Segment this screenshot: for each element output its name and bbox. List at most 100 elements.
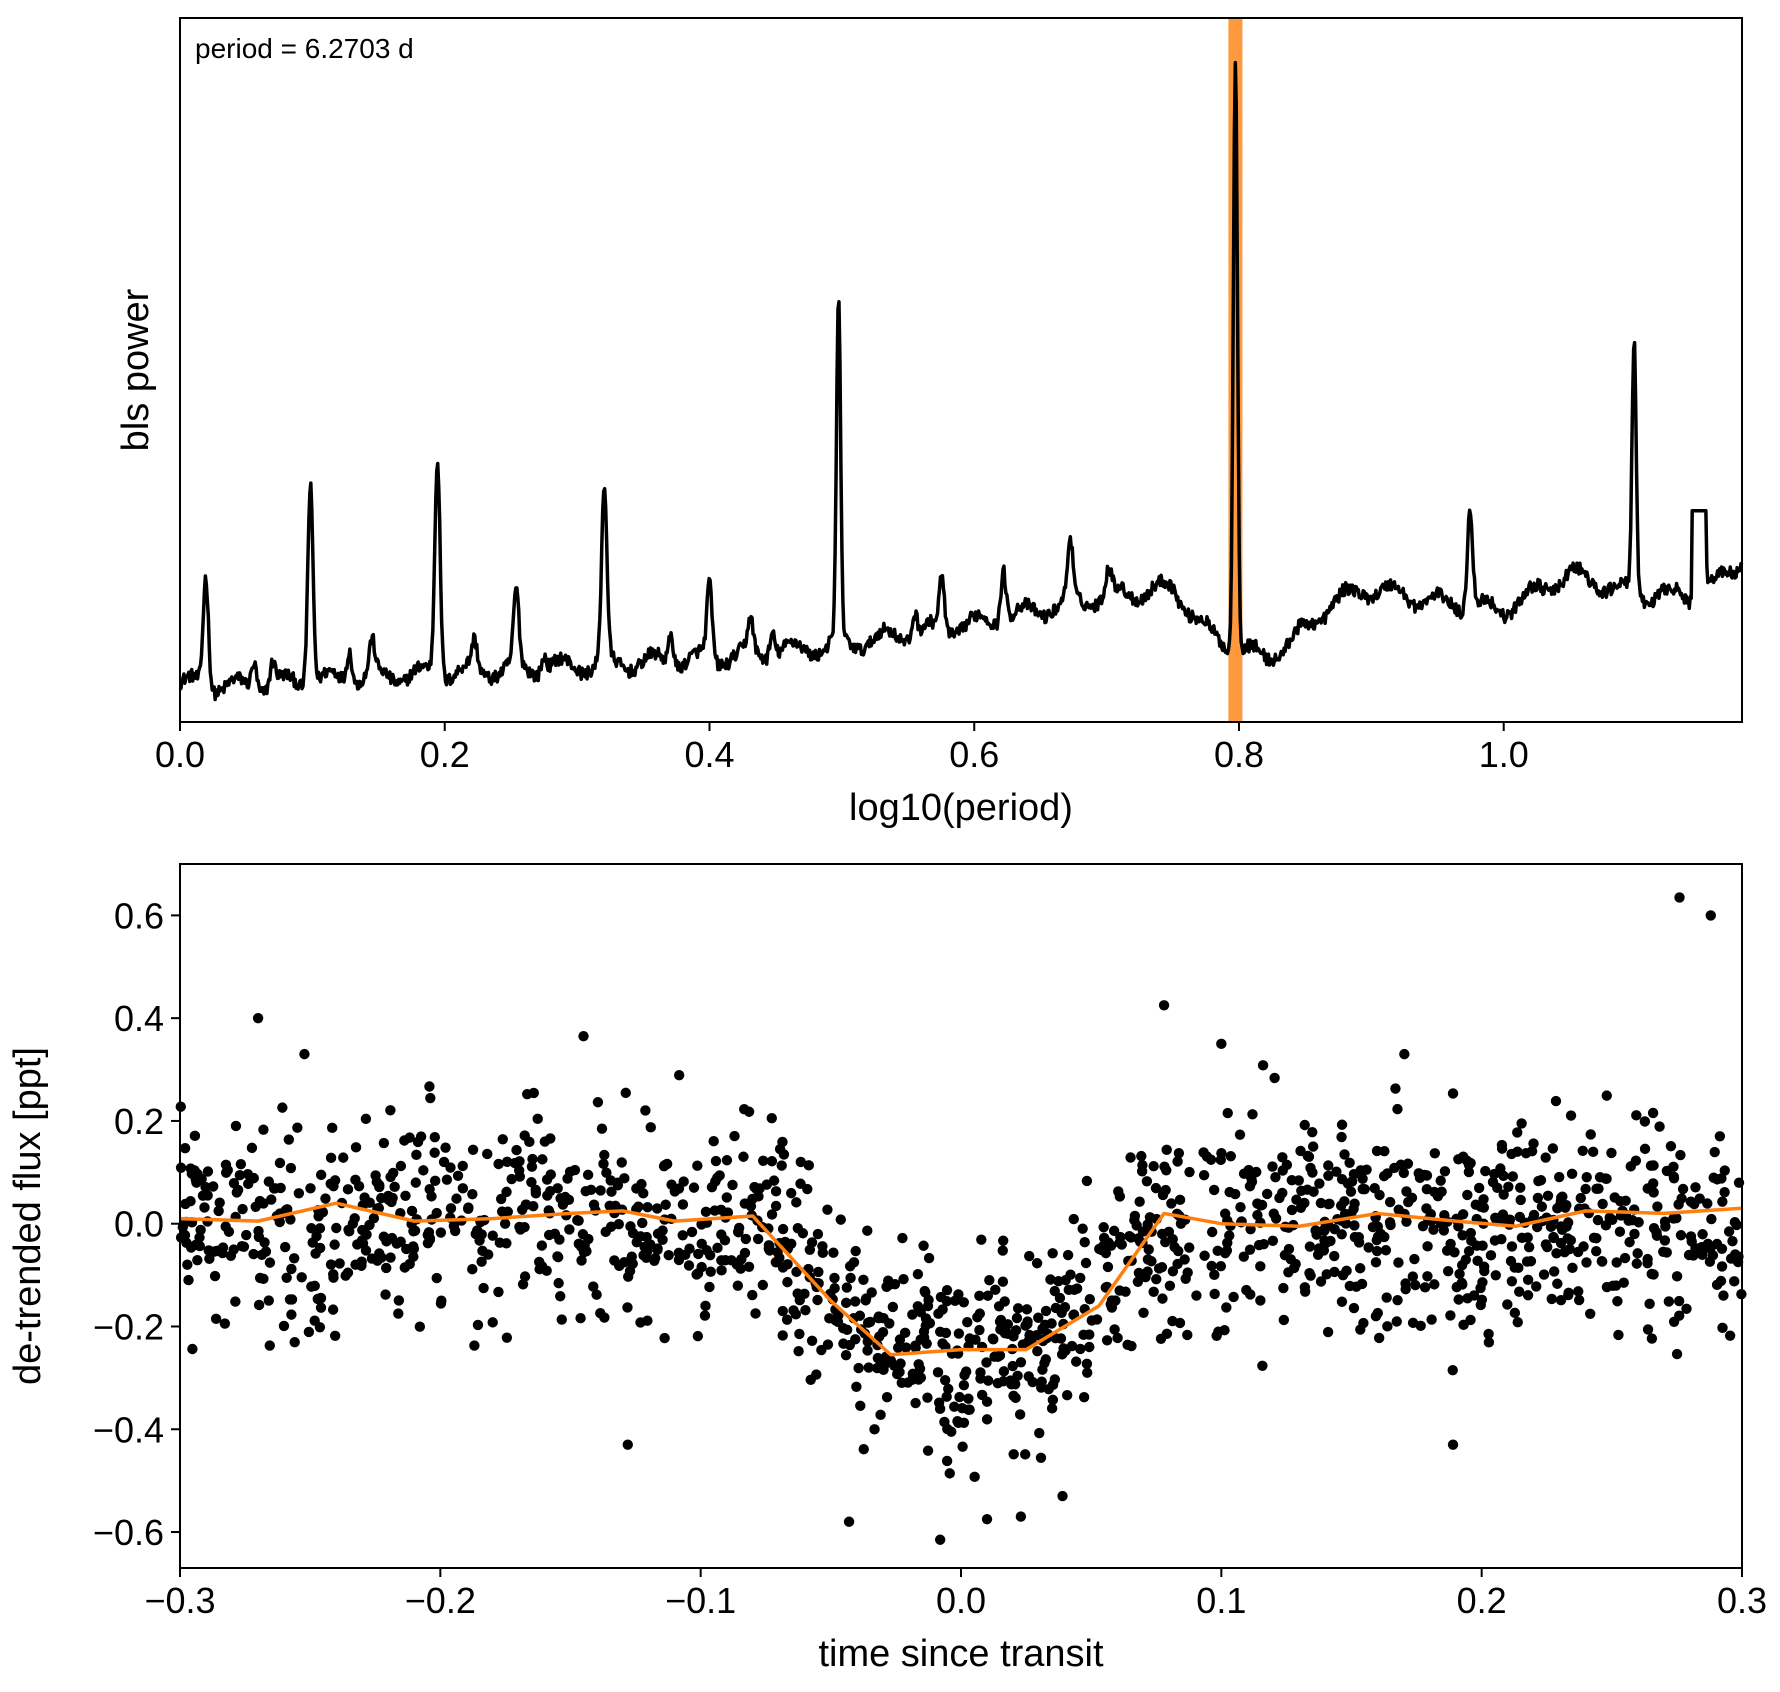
- flux-point: [1555, 1237, 1567, 1249]
- flux-point: [502, 1206, 513, 1217]
- flux-point: [1295, 1145, 1306, 1157]
- periodogram-x-tick-label: 1.0: [1479, 734, 1529, 775]
- flux-point: [310, 1248, 321, 1259]
- flux-point: [635, 1231, 646, 1242]
- flux-point: [939, 1375, 951, 1386]
- flux-point: [235, 1158, 247, 1170]
- flux-point: [669, 1186, 680, 1197]
- flux-point: [873, 1312, 885, 1324]
- flux-point: [303, 1326, 315, 1338]
- flux-point: [1017, 1339, 1029, 1350]
- flux-point: [467, 1264, 478, 1275]
- flux-point: [1421, 1183, 1433, 1195]
- flux-point: [264, 1257, 276, 1268]
- flux-point: [777, 1262, 789, 1273]
- flux-point: [1533, 1175, 1544, 1187]
- flux-point: [1040, 1354, 1052, 1365]
- flux-point: [953, 1417, 964, 1429]
- flux-point: [922, 1300, 934, 1312]
- flux-point: [194, 1240, 205, 1252]
- flux-point: [841, 1282, 853, 1293]
- flux-point: [472, 1319, 484, 1331]
- flux-point: [436, 1295, 447, 1306]
- flux-point: [1479, 1265, 1490, 1277]
- flux-point: [858, 1274, 869, 1285]
- light-curve-x-tick-label: −0.1: [665, 1580, 736, 1621]
- flux-point: [1182, 1329, 1193, 1341]
- periodogram-x-tick-label: 0.0: [155, 734, 205, 775]
- flux-point: [1285, 1254, 1296, 1265]
- flux-point: [1645, 1160, 1657, 1171]
- flux-point: [314, 1223, 326, 1234]
- flux-point: [1390, 1083, 1401, 1094]
- flux-point: [840, 1349, 852, 1361]
- light-curve-y-tick-label: 0.2: [114, 1101, 164, 1142]
- flux-point: [1012, 1370, 1023, 1382]
- flux-point: [1114, 1285, 1125, 1296]
- flux-point: [252, 1012, 264, 1024]
- flux-point: [906, 1374, 918, 1385]
- flux-point: [517, 1279, 529, 1290]
- flux-point: [237, 1203, 248, 1215]
- flux-point: [743, 1261, 755, 1273]
- flux-point: [659, 1332, 670, 1344]
- flux-point: [1015, 1511, 1027, 1522]
- flux-point: [619, 1173, 630, 1184]
- flux-point: [1198, 1147, 1209, 1158]
- flux-point: [545, 1133, 556, 1144]
- flux-point: [822, 1204, 833, 1215]
- flux-point: [974, 1308, 986, 1319]
- flux-point: [1270, 1171, 1281, 1183]
- flux-point: [1253, 1239, 1265, 1251]
- flux-point: [1604, 1212, 1615, 1223]
- flux-point: [378, 1231, 390, 1242]
- flux-point: [1161, 1328, 1173, 1340]
- flux-point: [1299, 1197, 1310, 1209]
- flux-point: [693, 1248, 704, 1260]
- flux-point: [1382, 1168, 1393, 1179]
- flux-point: [1296, 1185, 1307, 1196]
- flux-point: [1019, 1449, 1031, 1460]
- flux-point: [1462, 1189, 1473, 1201]
- flux-point: [1507, 1171, 1518, 1182]
- flux-point: [1714, 1131, 1726, 1142]
- flux-point: [1220, 1247, 1231, 1259]
- flux-point: [988, 1334, 999, 1345]
- flux-point: [1395, 1159, 1407, 1170]
- flux-point: [425, 1092, 436, 1104]
- flux-point: [943, 1383, 954, 1395]
- flux-point: [238, 1241, 250, 1252]
- flux-point: [638, 1188, 649, 1199]
- flux-point: [661, 1158, 673, 1170]
- flux-point: [974, 1290, 985, 1302]
- flux-point: [1540, 1239, 1552, 1250]
- flux-point: [982, 1290, 994, 1301]
- flux-point: [1100, 1247, 1112, 1259]
- flux-point: [1205, 1154, 1217, 1165]
- flux-point: [1654, 1121, 1665, 1132]
- flux-point: [386, 1232, 398, 1244]
- flux-point: [1035, 1452, 1047, 1463]
- flux-point: [1307, 1126, 1318, 1138]
- light-curve-y-tick-label: 0.0: [114, 1204, 164, 1245]
- flux-point: [340, 1270, 351, 1281]
- flux-point: [840, 1297, 852, 1309]
- flux-point: [1079, 1237, 1090, 1248]
- flux-point: [879, 1359, 890, 1371]
- flux-point: [1235, 1202, 1246, 1213]
- flux-point: [860, 1293, 872, 1304]
- flux-point: [763, 1243, 774, 1254]
- flux-point: [1174, 1194, 1186, 1206]
- flux-point: [692, 1330, 704, 1342]
- flux-point: [640, 1105, 651, 1116]
- flux-point: [838, 1338, 849, 1349]
- flux-point: [1049, 1285, 1060, 1297]
- flux-point: [766, 1209, 778, 1220]
- flux-point: [1619, 1252, 1631, 1264]
- flux-point: [1489, 1235, 1501, 1246]
- flux-point: [286, 1294, 298, 1305]
- flux-point: [1689, 1198, 1700, 1210]
- flux-point: [1206, 1226, 1218, 1238]
- flux-point: [918, 1326, 930, 1337]
- flux-point: [214, 1197, 225, 1208]
